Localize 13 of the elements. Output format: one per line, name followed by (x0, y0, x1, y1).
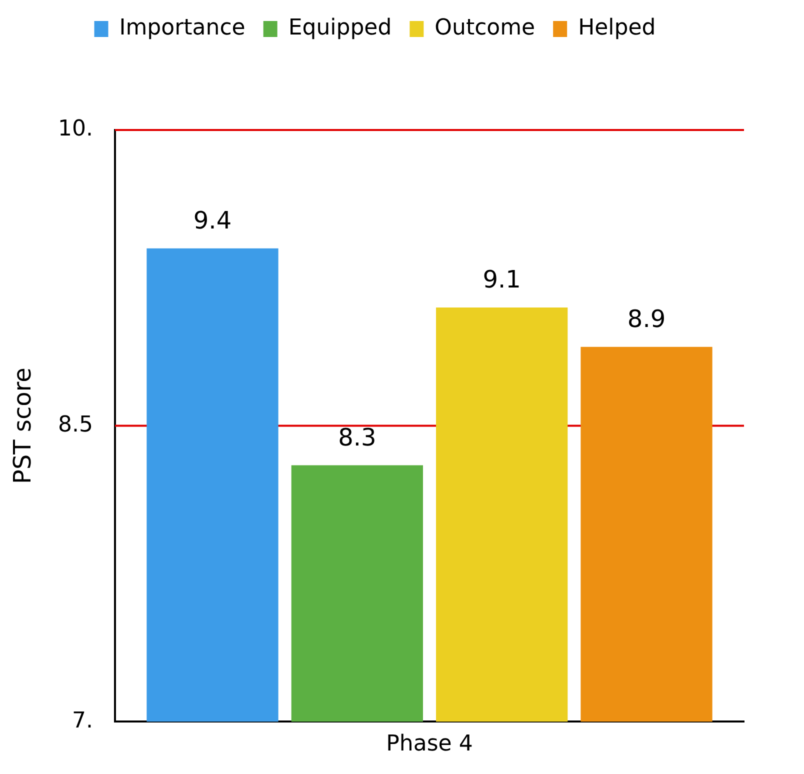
legend-label: Equipped (288, 16, 392, 41)
y-tick-label: 8.5 (58, 412, 93, 438)
data-label: 9.1 (482, 266, 521, 294)
legend-label: Helped (578, 16, 656, 41)
data-label: 9.4 (193, 206, 232, 235)
legend-label: Importance (119, 16, 246, 41)
y-axis-title: PST score (8, 368, 37, 484)
legend-label: Outcome (434, 16, 536, 41)
x-tick-label: Phase 4 (386, 732, 473, 757)
data-label: 8.3 (338, 423, 376, 452)
y-tick-label: 10. (58, 116, 93, 142)
data-label: 8.9 (627, 305, 666, 334)
y-tick-label: 7. (72, 708, 93, 734)
